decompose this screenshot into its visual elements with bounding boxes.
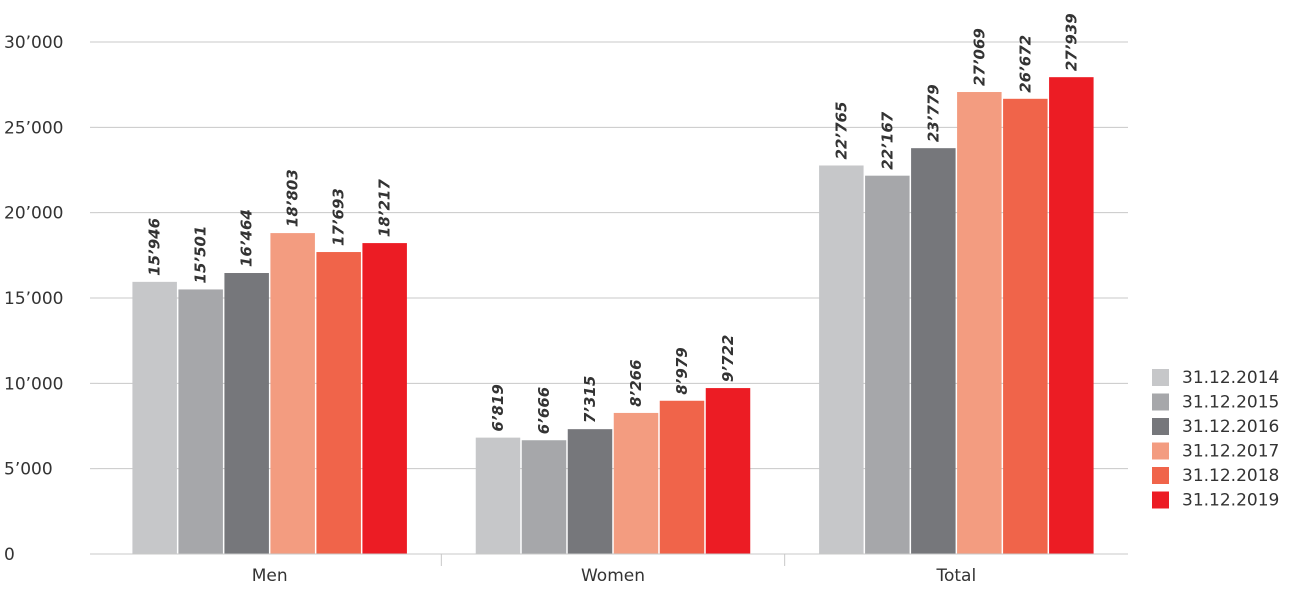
data-label: 17’693 xyxy=(330,188,348,246)
data-label: 6’819 xyxy=(489,384,507,431)
legend-swatch xyxy=(1152,467,1169,484)
y-tick-label: 30’000 xyxy=(4,33,63,53)
legend: 31.12.2014 31.12.2015 31.12.2016 31.12.2017… xyxy=(1152,368,1279,511)
data-label: 27’939 xyxy=(1062,13,1080,71)
y-tick-label: 10’000 xyxy=(4,374,63,394)
y-tick-label: 0 xyxy=(4,545,15,565)
bar xyxy=(1003,98,1048,555)
data-label: 23’779 xyxy=(924,84,942,142)
y-tick-label: 25’000 xyxy=(4,118,63,138)
legend-swatch xyxy=(1152,491,1169,509)
data-label: 16’464 xyxy=(238,209,256,267)
legend-swatch xyxy=(1152,369,1169,386)
y-axis-ticks: 0 5’000 10’000 15’000 20’000 25’000 30’000 xyxy=(4,33,98,565)
bar xyxy=(270,233,315,554)
bar xyxy=(957,92,1002,554)
bar xyxy=(224,273,269,554)
data-label: 15’946 xyxy=(146,218,164,276)
bar xyxy=(1049,77,1094,554)
legend-swatch xyxy=(1152,442,1169,460)
data-label: 8’979 xyxy=(673,347,691,394)
bar xyxy=(178,289,223,554)
legend-label: 31.12.2016 xyxy=(1182,417,1279,437)
bar xyxy=(316,252,361,554)
legend-label: 31.12.2019 xyxy=(1182,491,1279,511)
bar xyxy=(865,175,910,554)
y-tick-label: 20’000 xyxy=(4,204,63,224)
bars xyxy=(132,77,1094,555)
data-label: 22’765 xyxy=(832,102,850,160)
legend-label: 31.12.2017 xyxy=(1182,442,1279,462)
bar xyxy=(567,429,613,554)
data-label: 9’722 xyxy=(719,335,737,382)
bar xyxy=(705,388,751,554)
bar xyxy=(132,281,177,554)
y-tick-label: 5’000 xyxy=(4,460,53,480)
data-label: 22’167 xyxy=(878,111,896,169)
data-label: 15’501 xyxy=(192,226,210,284)
legend-label: 31.12.2014 xyxy=(1182,368,1279,388)
data-labels: 15’946 15’501 16’464 18’803 17’693 18’217 6’81… xyxy=(146,13,1081,434)
bar xyxy=(521,440,567,554)
bar xyxy=(911,148,956,554)
legend-swatch xyxy=(1152,418,1169,435)
gridlines xyxy=(98,41,1128,470)
bar xyxy=(819,165,864,554)
data-label: 18’803 xyxy=(284,169,302,227)
x-axis: Men Women Total xyxy=(98,553,1128,586)
data-label: 7’315 xyxy=(581,376,599,423)
bar xyxy=(362,243,407,554)
bar xyxy=(659,400,705,554)
legend-label: 31.12.2018 xyxy=(1182,466,1279,486)
legend-label: 31.12.2015 xyxy=(1182,393,1279,413)
y-tick-label: 15’000 xyxy=(4,289,63,309)
x-category-label: Men xyxy=(252,566,288,586)
data-label: 27’069 xyxy=(970,28,988,86)
legend-swatch xyxy=(1152,393,1169,411)
data-label: 6’666 xyxy=(535,387,553,434)
data-label: 26’672 xyxy=(1016,35,1034,93)
bar xyxy=(613,412,659,554)
data-label: 18’217 xyxy=(376,179,394,237)
data-label: 8’266 xyxy=(627,359,645,406)
x-category-label: Total xyxy=(935,566,976,586)
x-category-label: Women xyxy=(581,566,645,586)
bar xyxy=(475,437,521,554)
